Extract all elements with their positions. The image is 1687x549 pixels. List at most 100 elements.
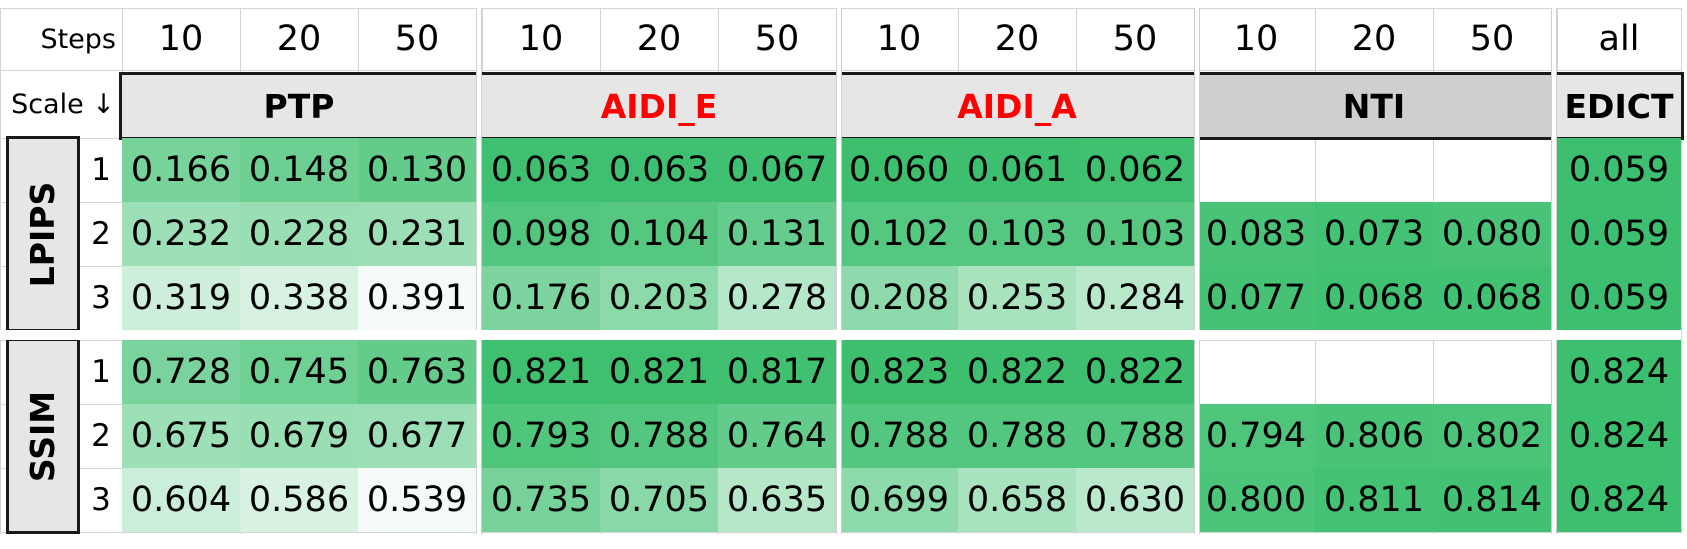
table-cell: 0.228 xyxy=(240,202,358,266)
table-cell: 0.822 xyxy=(1076,340,1194,404)
method-header-aidi-e: AIDI_E xyxy=(479,72,839,140)
scale-value: 2 xyxy=(91,216,111,252)
step-header: 10 xyxy=(876,19,922,59)
table-cell: 0.060 xyxy=(840,138,958,202)
table-cell: 0.824 xyxy=(1557,404,1681,468)
table-cell: 0.059 xyxy=(1557,138,1681,202)
step-header: 50 xyxy=(1112,19,1158,59)
table-cell: 0.788 xyxy=(958,404,1076,468)
table-cell: 0.063 xyxy=(600,138,718,202)
table-cell: 0.068 xyxy=(1433,266,1551,330)
method-header-ptp: PTP xyxy=(119,72,479,140)
scale-value: 1 xyxy=(91,354,111,390)
table-cell: 0.338 xyxy=(240,266,358,330)
table-cell: 0.208 xyxy=(840,266,958,330)
table-cell xyxy=(1197,340,1315,404)
metric-name: LPIPS xyxy=(23,181,63,287)
grid-line-vertical xyxy=(0,8,1,534)
step-header: 50 xyxy=(394,19,440,59)
step-header: 20 xyxy=(636,19,682,59)
group-separator xyxy=(1551,8,1557,534)
table-cell: 0.793 xyxy=(482,404,600,468)
step-header: all xyxy=(1598,19,1640,59)
table-cell: 0.176 xyxy=(482,266,600,330)
step-header: 50 xyxy=(1469,19,1515,59)
table-cell: 0.630 xyxy=(1076,468,1194,532)
table-cell: 0.319 xyxy=(122,266,240,330)
table-cell: 0.278 xyxy=(718,266,836,330)
table-cell: 0.103 xyxy=(1076,202,1194,266)
table-cell: 0.802 xyxy=(1433,404,1551,468)
metric-label-ssim: SSIM xyxy=(6,338,80,534)
scale-value: 1 xyxy=(91,152,111,188)
metric-separator xyxy=(0,330,1681,340)
table-cell: 0.679 xyxy=(240,404,358,468)
table-cell: 0.763 xyxy=(358,340,476,404)
table-cell: 0.811 xyxy=(1315,468,1433,532)
table-cell: 0.764 xyxy=(718,404,836,468)
table-cell: 0.148 xyxy=(240,138,358,202)
table-cell: 0.068 xyxy=(1315,266,1433,330)
table-cell: 0.824 xyxy=(1557,468,1681,532)
step-header: 20 xyxy=(1351,19,1397,59)
group-separator xyxy=(476,8,482,534)
table-cell: 0.658 xyxy=(958,468,1076,532)
table-cell: 0.059 xyxy=(1557,202,1681,266)
table-cell xyxy=(1433,138,1551,202)
table-cell: 0.821 xyxy=(600,340,718,404)
table-cell: 0.231 xyxy=(358,202,476,266)
table-cell: 0.103 xyxy=(958,202,1076,266)
table-cell: 0.788 xyxy=(1076,404,1194,468)
table-cell: 0.794 xyxy=(1197,404,1315,468)
table-cell: 0.203 xyxy=(600,266,718,330)
table-cell: 0.675 xyxy=(122,404,240,468)
table-cell: 0.817 xyxy=(718,340,836,404)
table-cell: 0.059 xyxy=(1557,266,1681,330)
step-header: 10 xyxy=(1233,19,1279,59)
step-header: 20 xyxy=(994,19,1040,59)
table-cell: 0.806 xyxy=(1315,404,1433,468)
table-cell: 0.131 xyxy=(718,202,836,266)
grid-line-vertical xyxy=(1681,8,1682,534)
step-header: 10 xyxy=(158,19,204,59)
group-separator xyxy=(1194,8,1200,534)
table-cell: 0.539 xyxy=(358,468,476,532)
table-cell: 0.699 xyxy=(840,468,958,532)
table-cell: 0.800 xyxy=(1197,468,1315,532)
step-header: 10 xyxy=(518,19,564,59)
table-cell: 0.391 xyxy=(358,266,476,330)
table-cell: 0.061 xyxy=(958,138,1076,202)
table-cell: 0.735 xyxy=(482,468,600,532)
scale-label: Scale ↓ xyxy=(11,88,115,120)
method-header-edict: EDICT xyxy=(1554,72,1684,140)
step-header: 20 xyxy=(276,19,322,59)
metric-label-lpips: LPIPS xyxy=(6,136,80,332)
table-cell: 0.586 xyxy=(240,468,358,532)
table-cell: 0.166 xyxy=(122,138,240,202)
table-cell: 0.745 xyxy=(240,340,358,404)
table-cell xyxy=(1315,340,1433,404)
table-cell: 0.062 xyxy=(1076,138,1194,202)
scale-value: 3 xyxy=(91,280,111,316)
table-cell: 0.077 xyxy=(1197,266,1315,330)
scale-value: 2 xyxy=(91,418,111,454)
group-separator xyxy=(836,8,842,534)
table-cell: 0.098 xyxy=(482,202,600,266)
steps-label: Steps xyxy=(40,23,116,55)
table-cell xyxy=(1197,138,1315,202)
table-cell: 0.705 xyxy=(600,468,718,532)
table-cell: 0.824 xyxy=(1557,340,1681,404)
table-cell: 0.604 xyxy=(122,468,240,532)
table-cell: 0.788 xyxy=(600,404,718,468)
table-cell: 0.102 xyxy=(840,202,958,266)
table-cell: 0.821 xyxy=(482,340,600,404)
table-cell: 0.822 xyxy=(958,340,1076,404)
scale-value: 3 xyxy=(91,482,111,518)
table-cell: 0.814 xyxy=(1433,468,1551,532)
table-cell: 0.104 xyxy=(600,202,718,266)
table-cell xyxy=(1315,138,1433,202)
table-cell: 0.788 xyxy=(840,404,958,468)
table-cell: 0.728 xyxy=(122,340,240,404)
table-cell: 0.130 xyxy=(358,138,476,202)
